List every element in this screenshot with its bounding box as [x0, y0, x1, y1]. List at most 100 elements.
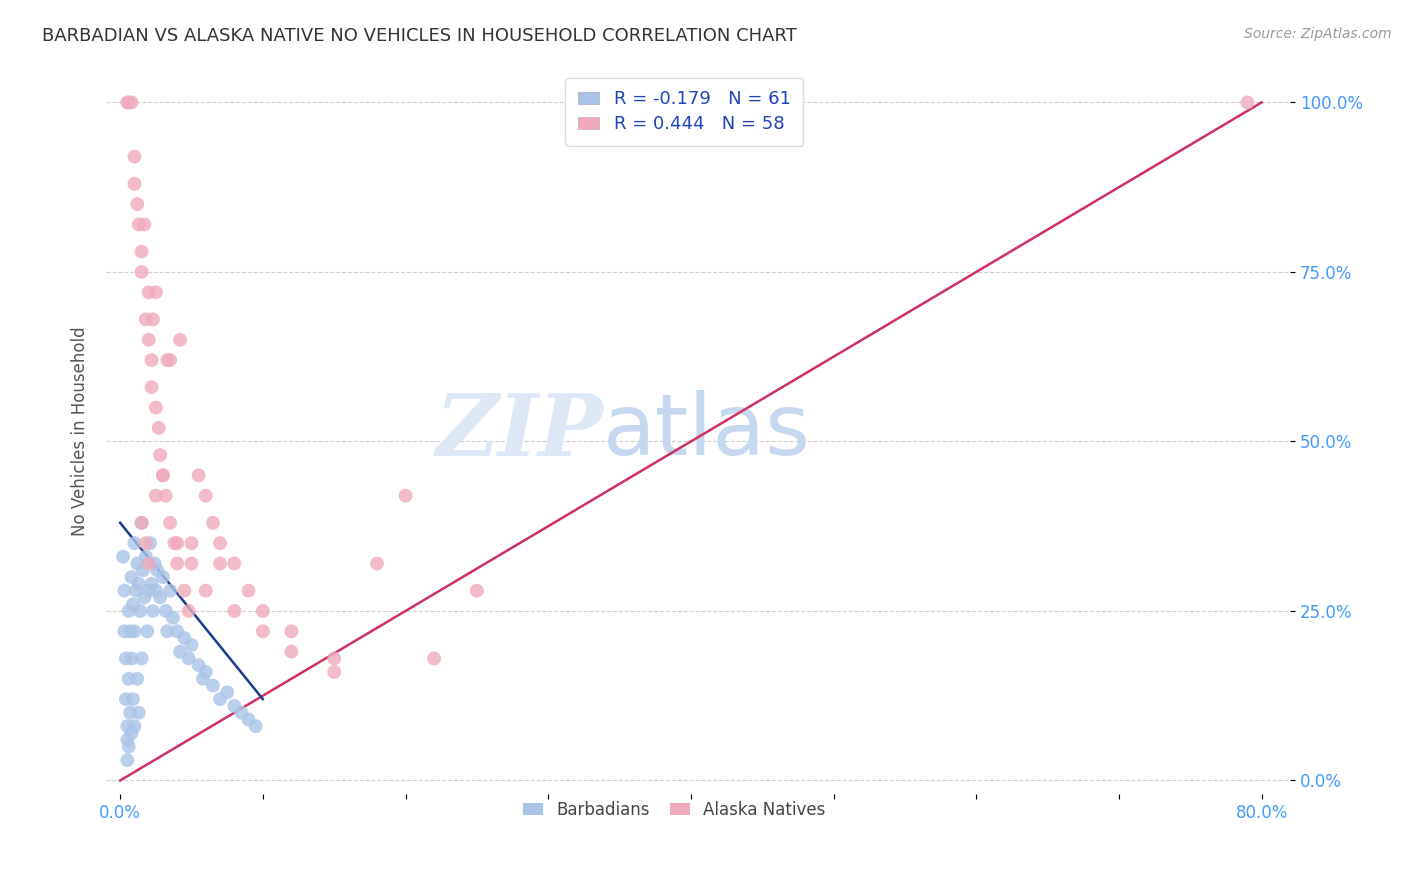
Point	[159, 516, 181, 530]
Point	[217, 685, 239, 699]
Point	[125, 583, 148, 598]
Point	[128, 706, 150, 720]
Point	[224, 698, 246, 713]
Point	[1236, 95, 1258, 110]
Point	[141, 380, 163, 394]
Point	[136, 624, 159, 639]
Point	[134, 591, 156, 605]
Point	[145, 489, 167, 503]
Point	[180, 536, 202, 550]
Point	[135, 549, 157, 564]
Point	[139, 536, 162, 550]
Point	[245, 719, 267, 733]
Point	[177, 651, 200, 665]
Point	[118, 672, 141, 686]
Point	[169, 333, 191, 347]
Point	[121, 570, 143, 584]
Point	[162, 611, 184, 625]
Point	[155, 489, 177, 503]
Point	[118, 739, 141, 754]
Text: Source: ZipAtlas.com: Source: ZipAtlas.com	[1244, 27, 1392, 41]
Point	[280, 645, 302, 659]
Point	[238, 713, 260, 727]
Point	[124, 150, 146, 164]
Point	[131, 516, 153, 530]
Point	[156, 624, 179, 639]
Point	[138, 333, 160, 347]
Point	[117, 719, 139, 733]
Point	[117, 732, 139, 747]
Point	[194, 665, 217, 679]
Point	[149, 591, 172, 605]
Point	[142, 312, 165, 326]
Text: ZIP: ZIP	[436, 390, 603, 473]
Point	[124, 719, 146, 733]
Point	[173, 631, 195, 645]
Point	[134, 218, 156, 232]
Point	[121, 726, 143, 740]
Point	[138, 583, 160, 598]
Point	[122, 597, 145, 611]
Point	[114, 624, 136, 639]
Point	[465, 583, 488, 598]
Point	[131, 244, 153, 259]
Point	[209, 557, 232, 571]
Point	[121, 651, 143, 665]
Point	[117, 753, 139, 767]
Point	[231, 706, 253, 720]
Point	[142, 604, 165, 618]
Point	[135, 312, 157, 326]
Point	[146, 563, 169, 577]
Text: BARBADIAN VS ALASKA NATIVE NO VEHICLES IN HOUSEHOLD CORRELATION CHART: BARBADIAN VS ALASKA NATIVE NO VEHICLES I…	[42, 27, 797, 45]
Point	[112, 549, 135, 564]
Point	[148, 421, 170, 435]
Point	[124, 177, 146, 191]
Point	[120, 624, 142, 639]
Point	[224, 604, 246, 618]
Point	[124, 536, 146, 550]
Point	[138, 557, 160, 571]
Y-axis label: No Vehicles in Household: No Vehicles in Household	[72, 326, 89, 536]
Point	[180, 638, 202, 652]
Point	[152, 570, 174, 584]
Point	[156, 353, 179, 368]
Point	[163, 536, 186, 550]
Point	[118, 95, 141, 110]
Point	[118, 604, 141, 618]
Point	[423, 651, 446, 665]
Point	[166, 557, 188, 571]
Point	[128, 577, 150, 591]
Point	[252, 624, 274, 639]
Point	[155, 604, 177, 618]
Point	[131, 651, 153, 665]
Point	[224, 557, 246, 571]
Point	[152, 468, 174, 483]
Legend: Barbadians, Alaska Natives: Barbadians, Alaska Natives	[516, 794, 832, 826]
Point	[209, 536, 232, 550]
Point	[201, 679, 224, 693]
Point	[115, 651, 138, 665]
Point	[141, 353, 163, 368]
Point	[159, 353, 181, 368]
Point	[201, 516, 224, 530]
Point	[169, 645, 191, 659]
Point	[366, 557, 388, 571]
Point	[194, 583, 217, 598]
Point	[145, 401, 167, 415]
Point	[131, 265, 153, 279]
Text: atlas: atlas	[603, 390, 811, 473]
Point	[173, 583, 195, 598]
Point	[141, 577, 163, 591]
Point	[187, 468, 209, 483]
Point	[122, 692, 145, 706]
Point	[166, 536, 188, 550]
Point	[115, 692, 138, 706]
Point	[180, 557, 202, 571]
Point	[127, 672, 149, 686]
Point	[145, 285, 167, 300]
Point	[143, 557, 166, 571]
Point	[132, 563, 155, 577]
Point	[145, 583, 167, 598]
Point	[323, 651, 346, 665]
Point	[238, 583, 260, 598]
